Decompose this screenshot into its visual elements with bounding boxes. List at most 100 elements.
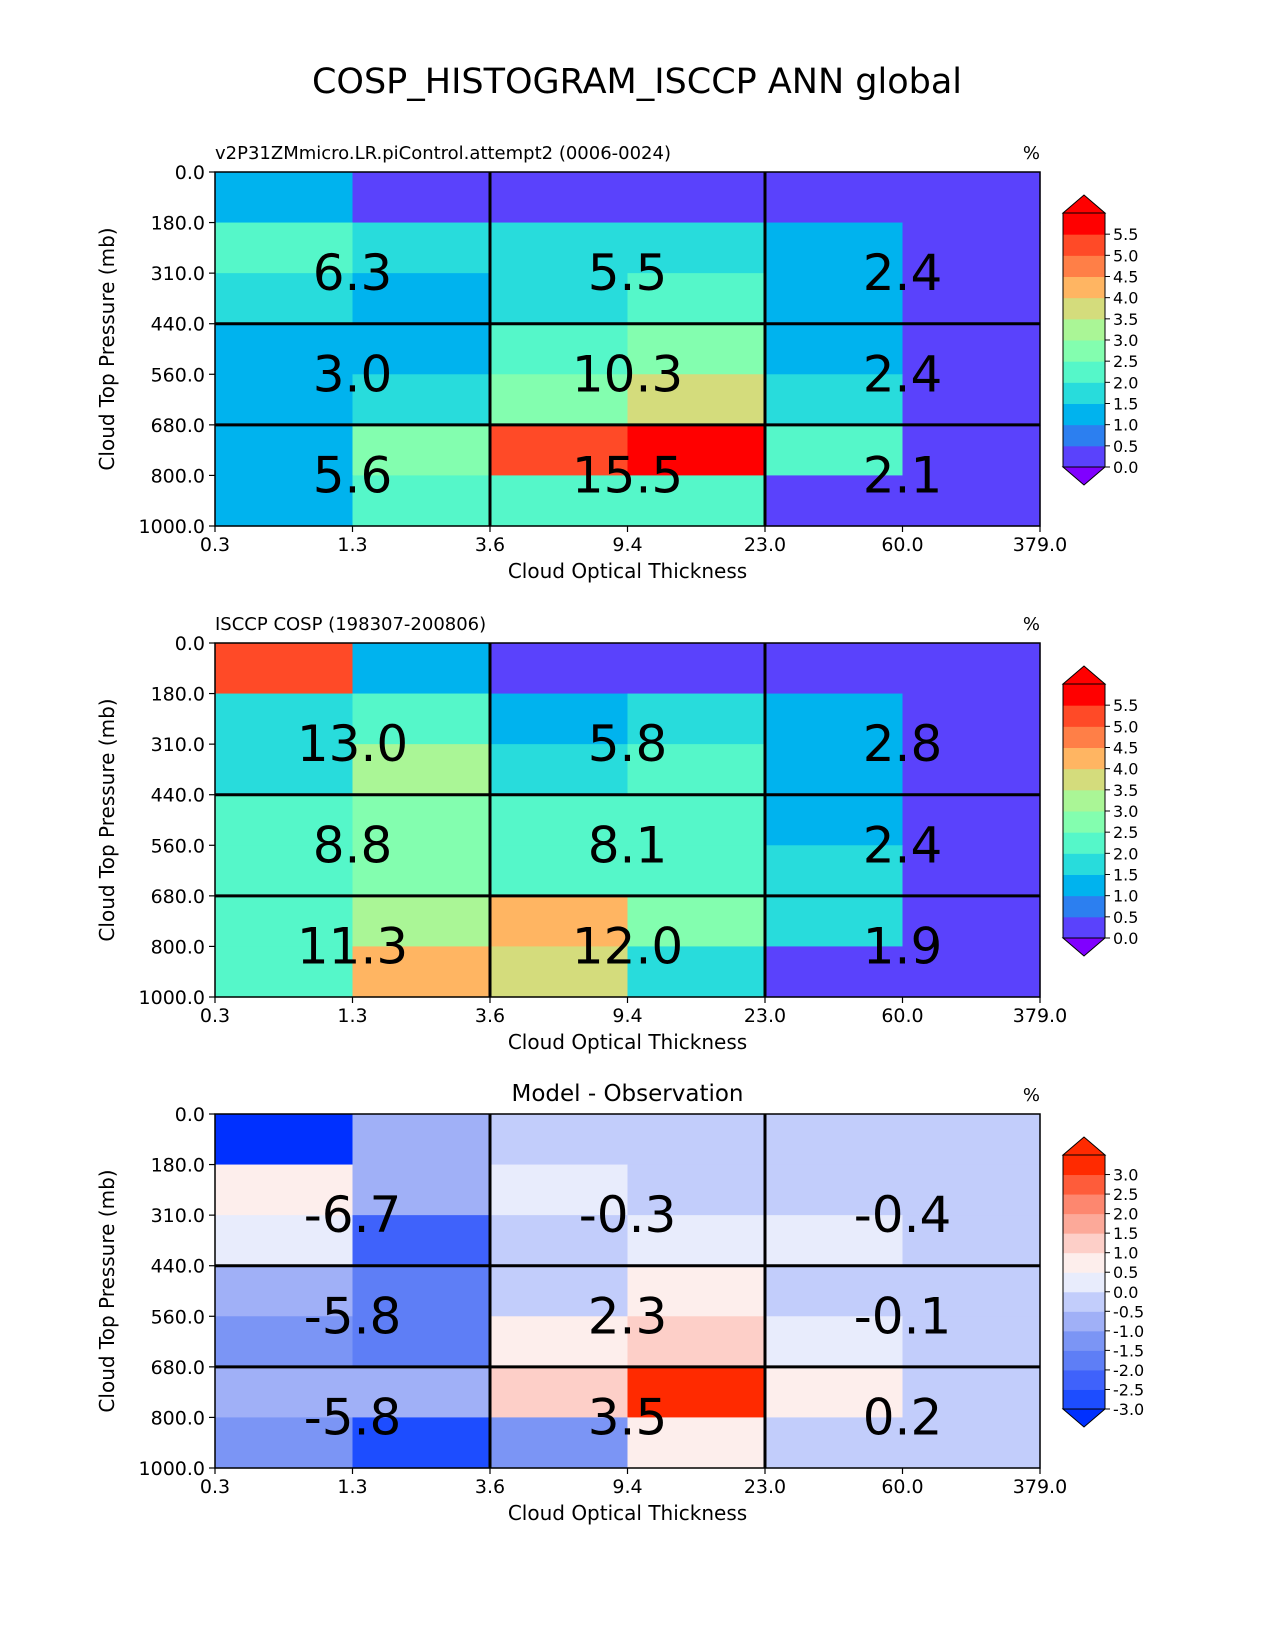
heatmap-cell (902, 222, 1041, 274)
colorbar-swatch (1063, 234, 1105, 256)
heatmap-cell (352, 946, 491, 998)
heatmap-cell (765, 222, 904, 274)
heatmap-panel-3: -6.7 -0.3 -0.4 -5.8 2.3 -0.1 -5.8 3.5 0.2 0.3 1.3 3… (95, 1081, 1144, 1525)
colorbar-swatch (1063, 832, 1105, 854)
colorbar-swatch (1063, 684, 1105, 706)
heatmap-cell (490, 744, 629, 796)
x-tick-label: 3.6 (475, 1476, 505, 1498)
group-value-label: 13.0 (297, 715, 408, 773)
y-axis-label: Cloud Top Pressure (mb) (95, 1169, 119, 1412)
heatmap-cell (627, 424, 766, 477)
colorbar-tick-label: 5.5 (1113, 696, 1138, 715)
y-tick-label: 310.0 (151, 734, 205, 756)
colorbar-swatch (1063, 340, 1105, 362)
heatmap-cell (627, 273, 766, 325)
heatmap-cell (902, 475, 1041, 527)
heatmap-cell (627, 172, 766, 224)
group-value-label: 3.0 (313, 345, 393, 403)
colorbar-tick-label: 1.0 (1113, 1244, 1138, 1263)
x-tick-label: 60.0 (881, 1476, 923, 1498)
x-tick-label: 0.3 (200, 1005, 230, 1027)
group-value-label: 2.8 (863, 715, 943, 773)
heatmap-cell (902, 1114, 1041, 1166)
colorbar-tick-label: 5.0 (1113, 717, 1138, 736)
group-value-label: 12.0 (572, 917, 683, 975)
colorbar-swatch (1063, 1174, 1105, 1195)
colorbar-tick-label: 1.5 (1113, 395, 1138, 414)
group-value-label: -0.4 (854, 1186, 952, 1244)
colorbar-swatch (1063, 726, 1105, 748)
colorbar-tick-label: -2.0 (1113, 1361, 1144, 1380)
group-value-label: -6.7 (304, 1186, 402, 1244)
heatmap-cell (902, 424, 1041, 477)
colorbar-tick-label: 4.5 (1113, 268, 1138, 287)
colorbar-tick-label: 1.0 (1113, 887, 1138, 906)
heatmap-cell (765, 1316, 904, 1368)
heatmap-cell (352, 1215, 491, 1267)
heatmap-cell (352, 794, 491, 846)
x-tick-label: 379.0 (1013, 1476, 1067, 1498)
colorbar-swatch (1063, 276, 1105, 299)
heatmap-cell (902, 1417, 1041, 1469)
heatmap-cell (627, 1366, 766, 1419)
colorbar-tick-label: 2.0 (1113, 844, 1138, 863)
heatmap-cell (902, 845, 1041, 897)
heatmap-cell (627, 323, 766, 375)
colorbar: 0.0 0.5 1.0 1.5 2.0 2.5 3.0 3.5 4.0 4.5 5.0 5.5 (1061, 194, 1138, 486)
colorbar-swatch (1063, 382, 1105, 404)
colorbar-tick-label: 1.5 (1113, 866, 1138, 885)
colorbar-tick-label: 4.5 (1113, 739, 1138, 758)
y-tick-label: 440.0 (151, 314, 205, 336)
heatmap-cell (490, 693, 629, 745)
heatmap-cell (627, 1215, 766, 1267)
x-tick-label: 60.0 (881, 1005, 923, 1027)
x-tick-label: 9.4 (612, 1005, 642, 1027)
heatmap-cell (490, 1366, 629, 1419)
y-tick-label: 1000.0 (139, 1458, 205, 1480)
colorbar-swatch (1063, 1291, 1105, 1312)
colorbar-tick-label: 2.0 (1113, 1205, 1138, 1224)
colorbar-tick-label: 3.5 (1113, 781, 1138, 800)
group-value-label: -0.3 (579, 1186, 677, 1244)
heatmap-cell (765, 744, 904, 796)
heatmap-cell (627, 794, 766, 846)
colorbar-tick-label: 2.0 (1113, 373, 1138, 392)
heatmap-cell (627, 374, 766, 426)
group-value-label: 3.5 (588, 1388, 668, 1446)
heatmap-cell (215, 693, 354, 745)
y-tick-label: 1000.0 (139, 987, 205, 1009)
heatmap-cell (902, 323, 1041, 375)
heatmap-cell (902, 374, 1041, 426)
heatmap-cell (490, 1265, 629, 1317)
heatmap-cell (902, 643, 1041, 695)
colorbar-swatch (1063, 1389, 1105, 1410)
heatmap-cell (627, 693, 766, 745)
heatmap-cell (490, 794, 629, 846)
colorbar-swatch (1063, 768, 1105, 791)
colorbar-swatch (1063, 1311, 1105, 1332)
group-value-label: 8.8 (313, 816, 393, 874)
colorbar-swatch (1063, 895, 1105, 918)
heatmap-cell (215, 1215, 354, 1267)
colorbar-tick-label: 2.5 (1113, 823, 1138, 842)
group-value-label: 10.3 (572, 345, 683, 403)
heatmap-cell (352, 693, 491, 745)
y-tick-label: 1000.0 (139, 516, 205, 538)
heatmap-cell (352, 273, 491, 325)
group-value-label: 5.8 (588, 715, 668, 773)
y-tick-label: 800.0 (151, 465, 205, 487)
heatmap-cell (490, 172, 629, 224)
heatmap-cell (902, 794, 1041, 846)
x-tick-label: 3.6 (475, 534, 505, 556)
heatmap-cell (352, 1265, 491, 1317)
heatmap-cell (627, 643, 766, 695)
y-tick-label: 0.0 (175, 162, 205, 184)
y-tick-label: 310.0 (151, 1205, 205, 1227)
heatmap-cell (490, 1114, 629, 1166)
heatmap-cell (490, 946, 629, 998)
group-value-label: 5.5 (588, 244, 668, 302)
heatmap-cell (902, 1164, 1041, 1216)
heatmap-cell (352, 643, 491, 695)
group-value-label: 5.6 (313, 446, 393, 504)
